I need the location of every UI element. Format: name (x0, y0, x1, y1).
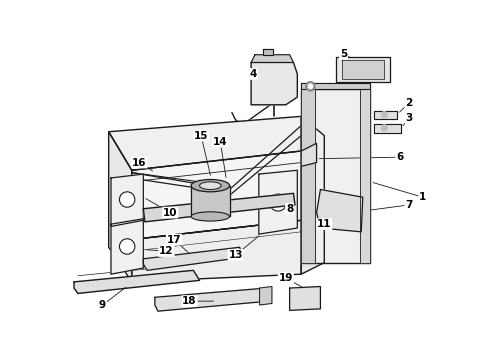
Text: 15: 15 (194, 131, 208, 141)
Circle shape (381, 112, 388, 118)
Polygon shape (342, 60, 384, 78)
Text: 3: 3 (405, 113, 413, 123)
Polygon shape (109, 116, 301, 170)
Ellipse shape (199, 182, 221, 189)
Text: 9: 9 (99, 300, 106, 310)
Text: 7: 7 (405, 200, 413, 210)
Text: 10: 10 (163, 208, 177, 217)
Polygon shape (143, 247, 244, 270)
Text: 13: 13 (228, 250, 243, 260)
Text: 1: 1 (419, 192, 426, 202)
Circle shape (306, 82, 315, 91)
Text: 5: 5 (340, 49, 347, 59)
Text: 18: 18 (182, 296, 197, 306)
Polygon shape (111, 174, 143, 226)
Circle shape (120, 192, 135, 207)
Text: 6: 6 (396, 152, 403, 162)
Circle shape (381, 125, 388, 131)
Ellipse shape (191, 212, 229, 221)
Polygon shape (290, 287, 320, 310)
Polygon shape (74, 270, 199, 293)
Polygon shape (336, 57, 390, 82)
Text: 16: 16 (132, 158, 147, 167)
Polygon shape (259, 170, 297, 234)
Polygon shape (360, 89, 370, 263)
Text: 17: 17 (167, 235, 181, 244)
Polygon shape (301, 116, 324, 274)
Text: 2: 2 (405, 98, 413, 108)
Polygon shape (132, 151, 301, 239)
Text: 8: 8 (286, 204, 293, 214)
Polygon shape (263, 49, 273, 55)
Polygon shape (374, 124, 401, 132)
Circle shape (308, 84, 313, 89)
Text: 19: 19 (279, 273, 293, 283)
Polygon shape (317, 189, 363, 232)
Polygon shape (191, 186, 229, 216)
Polygon shape (301, 83, 370, 89)
Polygon shape (374, 111, 397, 119)
Polygon shape (301, 89, 370, 263)
Polygon shape (251, 62, 297, 105)
Polygon shape (111, 219, 143, 274)
Polygon shape (301, 143, 317, 166)
Polygon shape (260, 287, 272, 305)
Polygon shape (301, 89, 315, 263)
Polygon shape (155, 288, 269, 311)
Text: 12: 12 (159, 246, 173, 256)
Ellipse shape (191, 180, 229, 192)
Circle shape (120, 239, 135, 254)
Text: 4: 4 (250, 69, 257, 79)
Polygon shape (143, 193, 295, 222)
Text: 11: 11 (317, 219, 332, 229)
Polygon shape (251, 55, 294, 62)
Circle shape (270, 194, 287, 211)
Polygon shape (109, 132, 132, 282)
Text: 14: 14 (213, 137, 228, 147)
Polygon shape (132, 220, 301, 282)
